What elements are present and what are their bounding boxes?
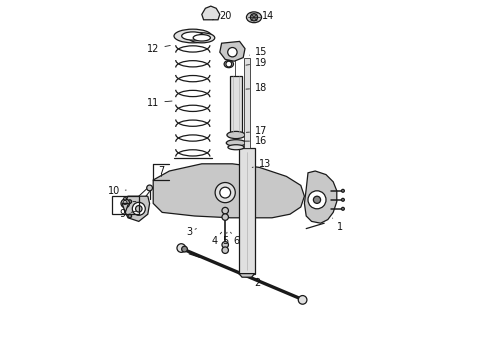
Circle shape [177,244,186,252]
Ellipse shape [227,131,245,139]
Ellipse shape [189,33,215,43]
Text: 6: 6 [231,232,239,246]
Text: 12: 12 [147,44,170,54]
Bar [229,76,243,133]
Circle shape [136,206,142,212]
Text: 16: 16 [244,136,268,146]
Circle shape [342,207,344,210]
Circle shape [147,185,152,191]
Ellipse shape [246,12,262,23]
Circle shape [132,202,145,215]
Bar [239,148,255,274]
Text: 13: 13 [252,159,271,169]
Ellipse shape [174,29,212,43]
Circle shape [228,48,237,57]
Circle shape [222,214,228,220]
Text: 14: 14 [256,11,274,21]
Polygon shape [220,41,245,61]
Polygon shape [153,164,304,218]
Circle shape [308,191,326,209]
Text: 19: 19 [246,58,268,68]
Text: 10: 10 [107,186,126,196]
Circle shape [314,196,320,203]
Circle shape [222,247,228,253]
Circle shape [222,242,228,248]
Ellipse shape [226,140,245,146]
Text: 4: 4 [211,232,221,246]
Text: 5: 5 [222,232,228,246]
Circle shape [220,187,231,198]
Circle shape [298,296,307,304]
Text: 7: 7 [158,166,165,176]
Ellipse shape [182,32,204,40]
Circle shape [128,214,132,218]
Text: 15: 15 [249,47,268,57]
Circle shape [121,199,130,208]
Circle shape [250,14,258,21]
Polygon shape [304,171,337,223]
Circle shape [215,183,235,203]
Ellipse shape [193,35,210,41]
Polygon shape [124,196,149,221]
Text: 9: 9 [120,209,136,219]
Text: 11: 11 [147,98,172,108]
Circle shape [128,200,132,203]
Ellipse shape [224,60,233,68]
Text: 8: 8 [122,197,136,207]
Polygon shape [122,203,128,212]
Circle shape [342,198,344,201]
Text: 1: 1 [333,218,343,232]
Bar [244,58,249,148]
Polygon shape [202,6,220,20]
Circle shape [342,189,344,192]
Circle shape [226,61,232,67]
Text: 18: 18 [246,83,268,93]
Text: 3: 3 [186,227,196,237]
Bar [112,196,139,214]
Polygon shape [239,274,255,277]
Circle shape [182,246,187,252]
Text: 20: 20 [213,11,231,21]
Text: 2: 2 [254,278,261,288]
Circle shape [222,207,228,214]
Ellipse shape [228,145,244,150]
Text: 17: 17 [246,126,268,136]
